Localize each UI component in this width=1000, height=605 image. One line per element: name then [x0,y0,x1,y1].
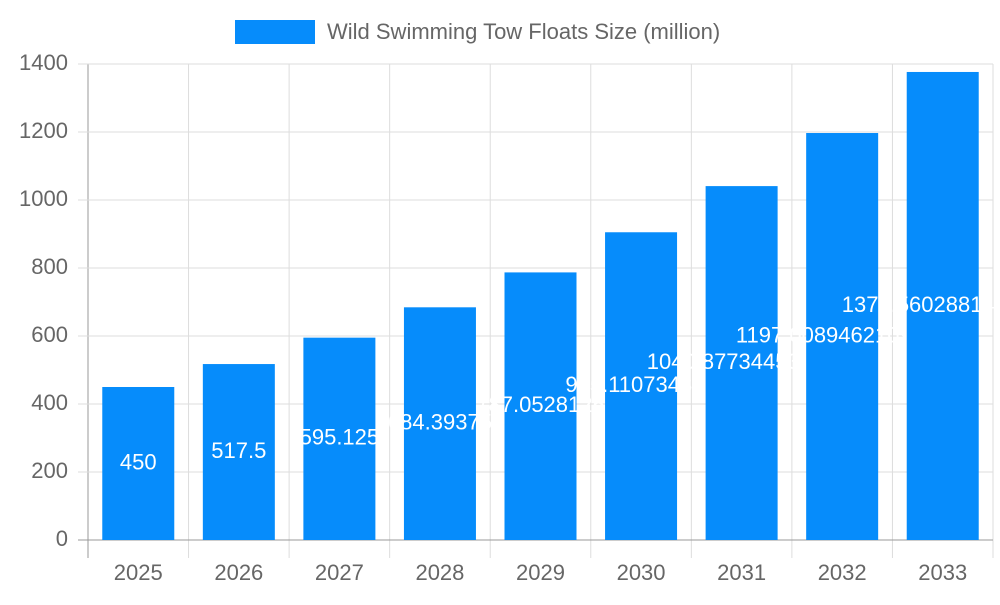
data-label: 595.125 [300,425,380,450]
y-tick-label: 1400 [19,50,68,75]
bar [202,364,275,540]
x-tick-label: 2025 [114,560,163,585]
y-tick-label: 400 [31,390,68,415]
y-tick-label: 600 [31,322,68,347]
bar [906,71,979,540]
data-label: 1040.87734453125 [647,349,837,374]
x-tick-label: 2026 [214,560,263,585]
legend-label: Wild Swimming Tow Floats Size (million) [327,19,720,44]
data-label: 684.39375 [388,409,492,434]
x-tick-label: 2029 [516,560,565,585]
x-tick-label: 2032 [818,560,867,585]
x-tick-label: 2028 [415,560,464,585]
bar [403,307,476,540]
y-tick-label: 800 [31,254,68,279]
x-tick-label: 2027 [315,560,364,585]
y-tick-label: 0 [56,526,68,551]
data-label: 517.5 [211,438,266,463]
x-tick-label: 2030 [617,560,666,585]
y-tick-label: 200 [31,458,68,483]
bar [605,232,678,541]
bar [504,272,577,540]
bar [806,133,879,540]
bar [303,337,376,540]
x-tick-label: 2033 [918,560,967,585]
legend-swatch [235,20,315,44]
bar [705,186,778,541]
y-tick-label: 1200 [19,118,68,143]
data-label: 450 [120,449,157,474]
data-label: 1376.560288142578 [842,292,1000,317]
data-label: 787.0528125 [476,392,604,417]
bar [102,387,175,540]
data-label: 905.110734375 [565,372,716,397]
x-tick-label: 2031 [717,560,766,585]
y-tick-label: 1000 [19,186,68,211]
